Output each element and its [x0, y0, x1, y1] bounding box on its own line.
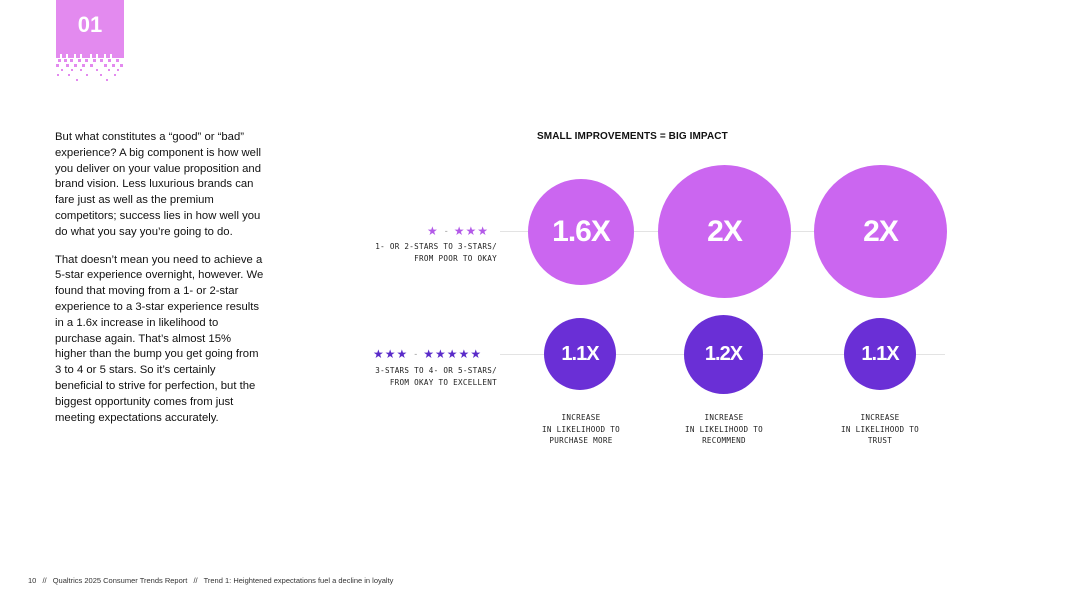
column-3-label-line-2: IN LIKELIHOOD TO [841, 424, 919, 434]
row-1-col-2-value: 2X [658, 165, 791, 298]
footer-separator-1: // [42, 576, 47, 585]
row-2-stars-from: ★★★ [373, 347, 409, 361]
column-2-label-line-2: IN LIKELIHOOD TO [685, 424, 763, 434]
section-number-badge: 01 [56, 0, 124, 50]
footer-trend-title: Trend 1: Heightened expectations fuel a … [203, 576, 394, 585]
row-1-stars-to: ★★★ [453, 224, 490, 238]
column-1-label-line-2: IN LIKELIHOOD TO [542, 424, 620, 434]
row-2-col-2-value: 1.2X [684, 315, 763, 394]
column-1-label-line-3: PURCHASE MORE [549, 436, 613, 445]
row-2-label-line-1: 3-STARS TO 4- OR 5-STARS/ [375, 366, 497, 375]
row-1-stars-separator: - [444, 226, 448, 236]
body-paragraph-2: That doesn’t mean you need to achieve a … [55, 253, 264, 424]
infographic-title: SMALL IMPROVEMENTS = BIG IMPACT [537, 131, 728, 142]
column-2-label-line-3: RECOMMEND [702, 436, 746, 445]
body-text: But what constitutes a “good” or “bad” e… [55, 130, 265, 438]
row-2-label: 3-STARS TO 4- OR 5-STARS/ FROM OKAY TO E… [317, 365, 497, 388]
page-footer: 10 // Qualtrics 2025 Consumer Trends Rep… [28, 576, 393, 585]
row-2-stars-to: ★★★★★ [423, 347, 483, 361]
column-3-label: INCREASE IN LIKELIHOOD TO TRUST [810, 412, 950, 447]
row-1-label: 1- OR 2-STARS TO 3-STARS/ FROM POOR TO O… [317, 241, 497, 264]
column-2-label: INCREASE IN LIKELIHOOD TO RECOMMEND [654, 412, 794, 447]
row-2-col-3-value: 1.1X [844, 318, 916, 390]
row-1-stars-from: ★ [427, 224, 439, 238]
footer-report-name: Qualtrics 2025 Consumer Trends Report [52, 576, 188, 585]
row-2-label-line-2: FROM OKAY TO EXCELLENT [389, 377, 497, 387]
pixel-dissolve-decoration [56, 50, 124, 81]
row-2-star-rating: ★★★ - ★★★★★ [373, 347, 482, 361]
footer-separator-2: // [193, 576, 198, 585]
row-2-stars-separator: - [414, 349, 418, 359]
body-paragraph-1: But what constitutes a “good” or “bad” e… [55, 131, 261, 238]
column-1-label: INCREASE IN LIKELIHOOD TO PURCHASE MORE [511, 412, 651, 447]
row-1-col-3-value: 2X [814, 165, 947, 298]
column-1-label-line-1: INCREASE [561, 413, 601, 422]
row-1-label-line-2: FROM POOR TO OKAY [414, 253, 497, 263]
column-3-label-line-3: TRUST [867, 436, 893, 445]
row-2-col-1-value: 1.1X [544, 318, 616, 390]
row-1-col-1-value: 1.6X [528, 179, 634, 285]
page-number: 10 [28, 576, 37, 585]
column-3-label-line-1: INCREASE [860, 413, 900, 422]
row-1-label-line-1: 1- OR 2-STARS TO 3-STARS/ [375, 242, 497, 251]
row-1-star-rating: ★ - ★★★ [427, 224, 489, 238]
column-2-label-line-1: INCREASE [704, 413, 744, 422]
